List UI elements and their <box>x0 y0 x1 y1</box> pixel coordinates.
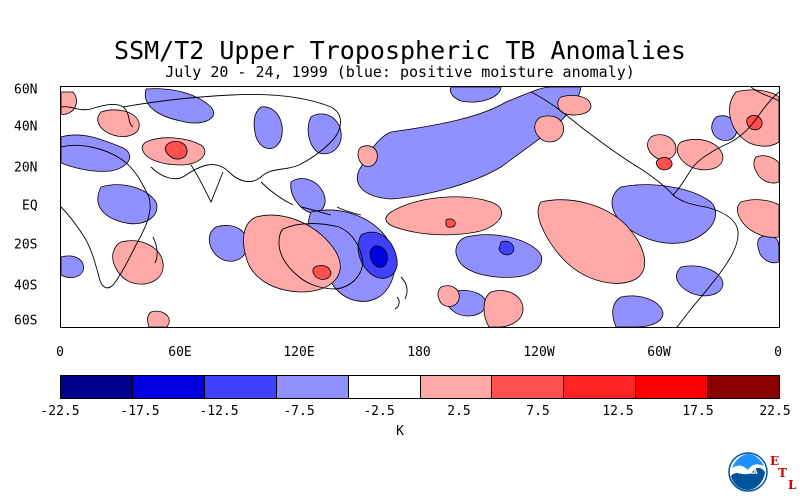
colorbar-segment <box>564 376 637 398</box>
noaa-logo-text: NOAA <box>738 469 758 476</box>
anomaly-map-graphic <box>61 87 779 327</box>
colorbar-label: -7.5 <box>283 404 315 419</box>
anomaly-map <box>60 86 780 328</box>
colorbar <box>60 375 780 399</box>
noaa-logo-icon: NOAA <box>728 452 768 492</box>
y-label-60n: 60N <box>14 82 38 98</box>
x-label-60e: 60E <box>168 345 192 360</box>
y-label-20s: 20S <box>14 237 38 253</box>
colorbar-label: -22.5 <box>40 404 80 419</box>
colorbar-label: 17.5 <box>682 404 714 419</box>
colorbar-unit: K <box>396 424 404 439</box>
map-subtitle: July 20 - 24, 1999 (blue: positive moist… <box>165 63 635 81</box>
y-label-20n: 20N <box>14 160 38 176</box>
y-label-40s: 40S <box>14 278 38 294</box>
coastlines <box>61 87 779 327</box>
map-title: SSM/T2 Upper Tropospheric TB Anomalies <box>114 36 686 65</box>
colorbar-label: 7.5 <box>526 404 550 419</box>
x-label-0-end: 0 <box>774 345 782 360</box>
colorbar-segment <box>204 376 277 398</box>
x-label-180: 180 <box>407 345 431 360</box>
x-label-120e: 120E <box>283 345 315 360</box>
colorbar-label: 2.5 <box>447 404 471 419</box>
etl-letter-e: E <box>770 454 780 468</box>
y-label-40n: 40N <box>14 119 38 135</box>
colorbar-segment <box>276 376 349 398</box>
y-label-eq: EQ <box>22 198 38 214</box>
etl-letter-l: L <box>788 478 797 492</box>
colorbar-label: 12.5 <box>602 404 634 419</box>
etl-letter-t: T <box>778 466 787 480</box>
colorbar-segment <box>708 376 780 398</box>
y-label-60s: 60S <box>14 313 38 329</box>
strong-positive-anomaly <box>165 115 763 280</box>
colorbar-segment <box>492 376 565 398</box>
x-label-60w: 60W <box>647 345 671 360</box>
colorbar-label: 22.5 <box>759 404 791 419</box>
colorbar-segment <box>348 376 421 398</box>
colorbar-segment <box>61 376 133 398</box>
colorbar-segment <box>636 376 709 398</box>
colorbar-label: -2.5 <box>363 404 395 419</box>
strong-negative-anomaly <box>357 231 515 279</box>
colorbar-label: -12.5 <box>199 404 239 419</box>
colorbar-segment <box>132 376 205 398</box>
x-label-120w: 120W <box>523 345 555 360</box>
colorbar-segment <box>420 376 493 398</box>
x-label-0: 0 <box>56 345 64 360</box>
colorbar-label: -17.5 <box>120 404 160 419</box>
